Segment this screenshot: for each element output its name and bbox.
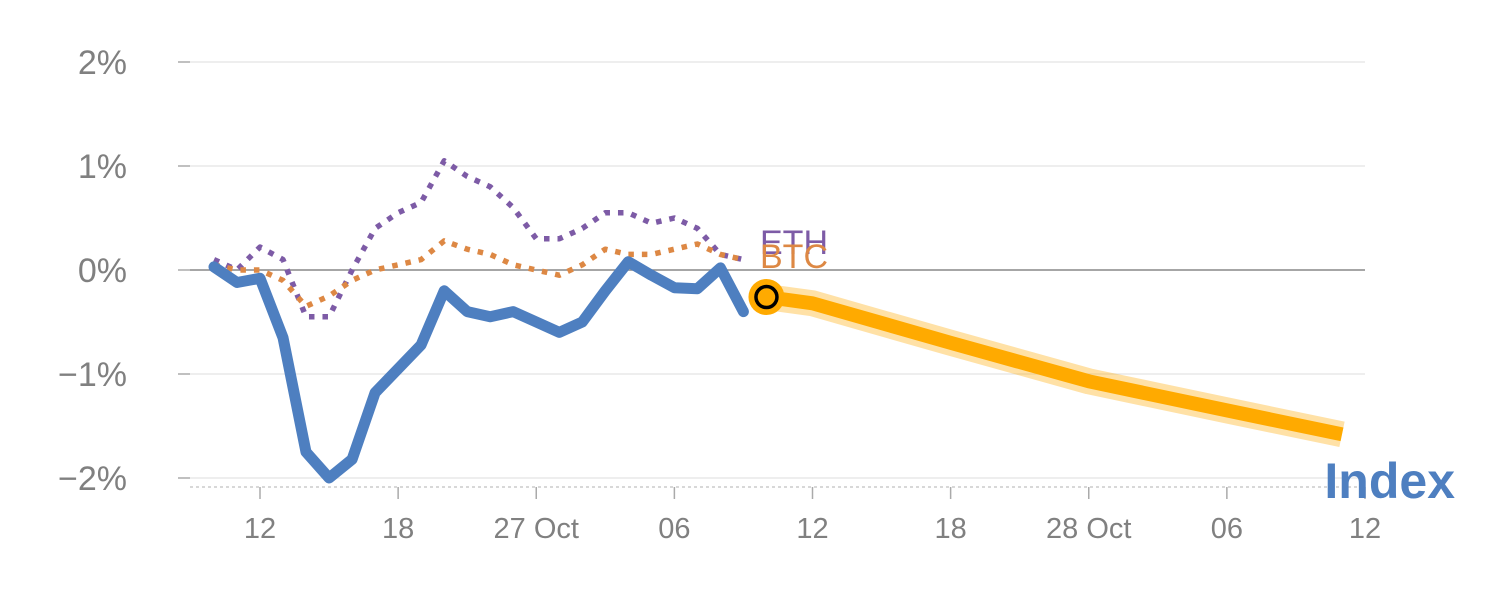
eth-series-line: [212, 158, 745, 320]
eth-label: ETH: [760, 224, 828, 262]
index-series-line: [208, 256, 749, 484]
x-tick-label: 06: [1211, 513, 1243, 545]
y-tick-label: 1%: [78, 148, 127, 186]
x-tick-label: 12: [796, 513, 828, 545]
x-tick-label: 18: [382, 513, 414, 545]
x-tick-label: 06: [658, 513, 690, 545]
btc-series-line: [213, 238, 745, 310]
btc-label: BTC: [760, 238, 828, 276]
forecast-start-marker-ring: [754, 284, 779, 310]
x-tick-label: 27 Oct: [494, 513, 579, 545]
y-tick-label: −2%: [58, 460, 127, 498]
series-layer: [208, 158, 1345, 484]
x-tick-label: 12: [244, 513, 276, 545]
y-tick-label: 2%: [78, 44, 127, 82]
y-axis: 2% 1% 0% −1% −2%: [58, 44, 190, 498]
x-tick-label: 18: [934, 513, 966, 545]
y-tick-label: 0%: [78, 252, 127, 290]
x-tick-label: 28 Oct: [1046, 513, 1131, 545]
forecast-series-line: [765, 290, 1344, 442]
y-tick-label: −1%: [58, 356, 127, 394]
x-axis: 12 18 27 Oct 06 12 18 28 Oct 06 12: [190, 486, 1381, 545]
x-tick-label: 12: [1349, 513, 1381, 545]
index-label: Index: [1324, 453, 1455, 509]
